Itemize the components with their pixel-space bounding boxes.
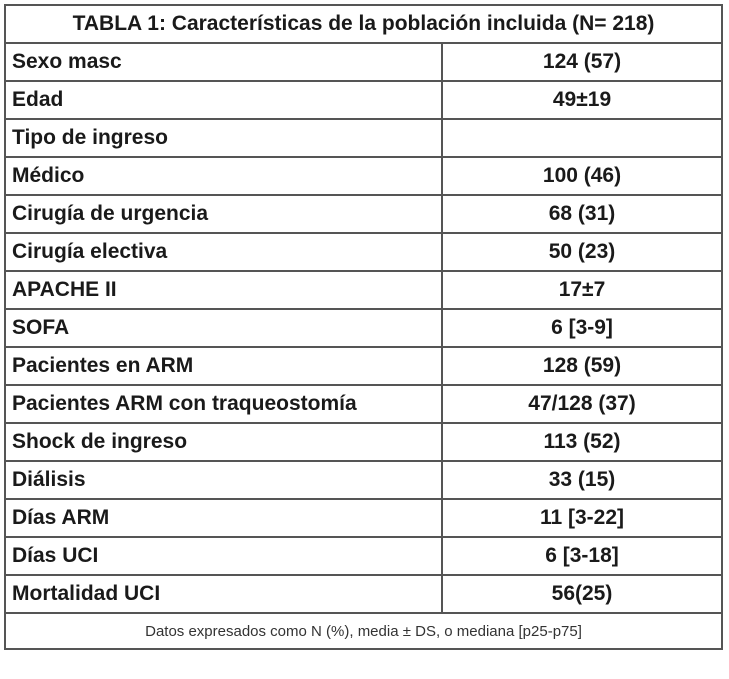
table-row: Cirugía de urgencia 68 (31) <box>4 194 723 234</box>
row-value: 113 (52) <box>441 422 723 462</box>
row-value: 6 [3-18] <box>441 536 723 576</box>
row-label: Médico <box>4 156 443 196</box>
row-value: 11 [3-22] <box>441 498 723 538</box>
row-label: Cirugía de urgencia <box>4 194 443 234</box>
row-label: Edad <box>4 80 443 120</box>
row-label: APACHE II <box>4 270 443 310</box>
row-label: Cirugía electiva <box>4 232 443 272</box>
table-row: SOFA 6 [3-9] <box>4 308 723 348</box>
row-label: Diálisis <box>4 460 443 500</box>
row-value: 50 (23) <box>441 232 723 272</box>
table-row: Tipo de ingreso <box>4 118 723 158</box>
table-row: Días ARM 11 [3-22] <box>4 498 723 538</box>
row-label: Tipo de ingreso <box>4 118 443 158</box>
table-row: Pacientes en ARM 128 (59) <box>4 346 723 386</box>
row-value: 124 (57) <box>441 42 723 82</box>
row-value: 17±7 <box>441 270 723 310</box>
page: TABLA 1: Características de la población… <box>4 4 723 650</box>
title-row: TABLA 1: Características de la población… <box>4 4 723 44</box>
table-row: Mortalidad UCI 56(25) <box>4 574 723 614</box>
table-row: Edad 49±19 <box>4 80 723 120</box>
table-row: Cirugía electiva 50 (23) <box>4 232 723 272</box>
row-label: Mortalidad UCI <box>4 574 443 614</box>
row-label: Pacientes ARM con traqueostomía <box>4 384 443 424</box>
row-value: 100 (46) <box>441 156 723 196</box>
table-row: Pacientes ARM con traqueostomía 47/128 (3… <box>4 384 723 424</box>
footer-row: Datos expresados como N (%), media ± DS,… <box>4 612 723 650</box>
table-footer: Datos expresados como N (%), media ± DS,… <box>4 612 723 650</box>
row-value: 6 [3-9] <box>441 308 723 348</box>
row-label: Días ARM <box>4 498 443 538</box>
row-value: 56(25) <box>441 574 723 614</box>
row-label: Pacientes en ARM <box>4 346 443 386</box>
table-row: Sexo masc 124 (57) <box>4 42 723 82</box>
row-value: 68 (31) <box>441 194 723 234</box>
row-value: 128 (59) <box>441 346 723 386</box>
row-label: Sexo masc <box>4 42 443 82</box>
row-value: 49±19 <box>441 80 723 120</box>
table-row: Días UCI 6 [3-18] <box>4 536 723 576</box>
row-value: 33 (15) <box>441 460 723 500</box>
table-row: Médico 100 (46) <box>4 156 723 196</box>
table-title: TABLA 1: Características de la población… <box>4 4 723 44</box>
row-label: Días UCI <box>4 536 443 576</box>
table-row: Diálisis 33 (15) <box>4 460 723 500</box>
table-row: Shock de ingreso 113 (52) <box>4 422 723 462</box>
empty-cell <box>441 118 723 158</box>
row-value: 47/128 (37) <box>441 384 723 424</box>
table-row: APACHE II 17±7 <box>4 270 723 310</box>
row-label: SOFA <box>4 308 443 348</box>
row-label: Shock de ingreso <box>4 422 443 462</box>
characteristics-table: TABLA 1: Características de la población… <box>4 4 723 650</box>
